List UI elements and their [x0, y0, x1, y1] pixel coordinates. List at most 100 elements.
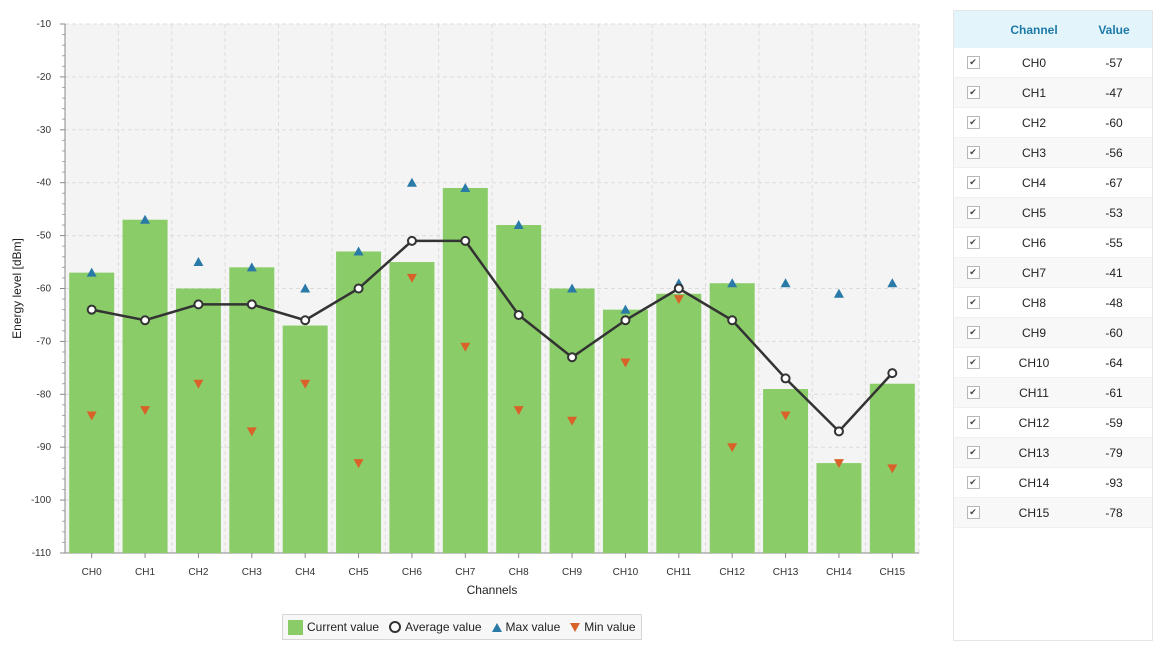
row-channel: CH4 [1021, 175, 1046, 190]
table-row[interactable]: ✔ CH15 -78 [954, 498, 1152, 528]
row-checkbox[interactable]: ✔ [966, 116, 980, 129]
max-marker-CH7 [460, 182, 471, 192]
row-checkbox[interactable]: ✔ [966, 266, 980, 279]
row-check-cell: ✔ [954, 266, 992, 279]
legend-item-max[interactable]: Max value [491, 620, 560, 634]
header-value[interactable]: Value [1098, 22, 1130, 37]
max-marker-CH5 [353, 246, 364, 256]
average-point-CH1 [140, 315, 151, 326]
row-checkbox[interactable]: ✔ [966, 146, 980, 159]
row-check-cell: ✔ [954, 116, 992, 129]
table-row[interactable]: ✔ CH10 -64 [954, 348, 1152, 378]
row-checkbox[interactable]: ✔ [966, 356, 980, 369]
max-marker-CH9 [567, 283, 578, 293]
row-checkbox[interactable]: ✔ [966, 386, 980, 399]
row-value: -56 [1105, 145, 1123, 160]
table-row[interactable]: ✔ CH8 -48 [954, 288, 1152, 318]
row-value: -55 [1105, 235, 1123, 250]
bar-CH10 [602, 309, 648, 553]
circle-marker-icon [389, 621, 402, 633]
table-row[interactable]: ✔ CH11 -61 [954, 378, 1152, 408]
min-marker-CH11 [673, 295, 684, 305]
x-tick-label-CH14: CH14 [826, 567, 852, 578]
x-tick-label-CH7: CH7 [455, 567, 475, 578]
row-checkbox[interactable]: ✔ [966, 206, 980, 219]
row-checkbox[interactable]: ✔ [966, 296, 980, 309]
header-channel[interactable]: Channel [1010, 22, 1058, 37]
row-checkbox[interactable]: ✔ [966, 236, 980, 249]
row-check-cell: ✔ [954, 476, 992, 489]
row-channel: CH15 [1018, 505, 1050, 520]
bar-CH7 [442, 187, 488, 554]
legend-item-min[interactable]: Min value [570, 620, 636, 634]
row-channel: CH0 [1021, 55, 1046, 70]
min-marker-CH14 [833, 459, 844, 469]
min-marker-CH7 [460, 342, 471, 352]
row-check-cell: ✔ [954, 356, 992, 369]
table-row[interactable]: ✔ CH2 -60 [954, 108, 1152, 138]
min-marker-CH9 [567, 416, 578, 426]
average-point-CH5 [353, 283, 364, 294]
row-checkbox[interactable]: ✔ [966, 506, 980, 519]
row-checkbox[interactable]: ✔ [966, 56, 980, 69]
min-marker-CH6 [406, 273, 417, 283]
x-tick-label-CH8: CH8 [509, 567, 529, 578]
row-value: -64 [1105, 355, 1123, 370]
max-marker-CH15 [887, 278, 898, 288]
row-checkbox[interactable]: ✔ [966, 176, 980, 189]
table-row[interactable]: ✔ CH6 -55 [954, 228, 1152, 258]
min-marker-CH2 [193, 379, 204, 389]
bar-CH5 [336, 251, 382, 553]
legend-item-current[interactable]: Current value [288, 619, 379, 635]
bar-CH6 [389, 262, 435, 553]
row-checkbox[interactable]: ✔ [966, 326, 980, 339]
table-row[interactable]: ✔ CH12 -59 [954, 408, 1152, 438]
row-channel: CH11 [1019, 385, 1049, 400]
row-value: -78 [1105, 505, 1123, 520]
x-tick-label-CH2: CH2 [188, 567, 208, 578]
table-row[interactable]: ✔ CH4 -67 [954, 168, 1152, 198]
table-header: Channel Value [954, 11, 1152, 48]
min-marker-CH8 [513, 406, 524, 416]
row-check-cell: ✔ [954, 176, 992, 189]
max-marker-CH4 [300, 283, 311, 293]
table-row[interactable]: ✔ CH13 -79 [954, 438, 1152, 468]
average-point-CH8 [513, 309, 524, 320]
table-row[interactable]: ✔ CH0 -57 [954, 48, 1152, 78]
average-point-CH13 [780, 373, 791, 384]
energy-chart: -10 -20 -30 -40 -50 -60 -70 -80 -90 -100 -110 CH0 CH… [10, 19, 920, 597]
y-tick-label: -30 [37, 125, 52, 136]
row-check-cell: ✔ [954, 236, 992, 249]
max-marker-CH2 [193, 257, 204, 267]
x-tick-label-CH13: CH13 [773, 567, 799, 578]
row-value: -47 [1105, 85, 1123, 100]
table-row[interactable]: ✔ CH7 -41 [954, 258, 1152, 288]
row-check-cell: ✔ [954, 446, 992, 459]
row-checkbox[interactable]: ✔ [966, 86, 980, 99]
triangle-up-icon [491, 622, 502, 632]
bar-CH1 [122, 219, 168, 554]
row-channel: CH3 [1021, 145, 1046, 160]
average-line [91, 239, 894, 434]
average-point-CH15 [887, 368, 898, 379]
table-row[interactable]: ✔ CH3 -56 [954, 138, 1152, 168]
x-tick-label-CH11: CH11 [666, 567, 691, 578]
average-point-CH0 [86, 304, 97, 315]
average-point-CH14 [833, 426, 844, 437]
table-row[interactable]: ✔ CH9 -60 [954, 318, 1152, 348]
max-marker-CH13 [780, 278, 791, 288]
table-row[interactable]: ✔ CH1 -47 [954, 78, 1152, 108]
average-point-CH11 [673, 283, 684, 294]
row-checkbox[interactable]: ✔ [966, 416, 980, 429]
row-check-cell: ✔ [954, 296, 992, 309]
table-row[interactable]: ✔ CH5 -53 [954, 198, 1152, 228]
x-tick-label-CH0: CH0 [82, 567, 102, 578]
legend-item-average[interactable]: Average value [389, 620, 482, 634]
table-row[interactable]: ✔ CH14 -93 [954, 468, 1152, 498]
row-checkbox[interactable]: ✔ [966, 476, 980, 489]
row-checkbox[interactable]: ✔ [966, 446, 980, 459]
row-channel: CH1 [1021, 85, 1046, 100]
max-marker-CH10 [620, 304, 631, 314]
row-value: -59 [1105, 415, 1123, 430]
x-tick-label-CH3: CH3 [242, 567, 262, 578]
